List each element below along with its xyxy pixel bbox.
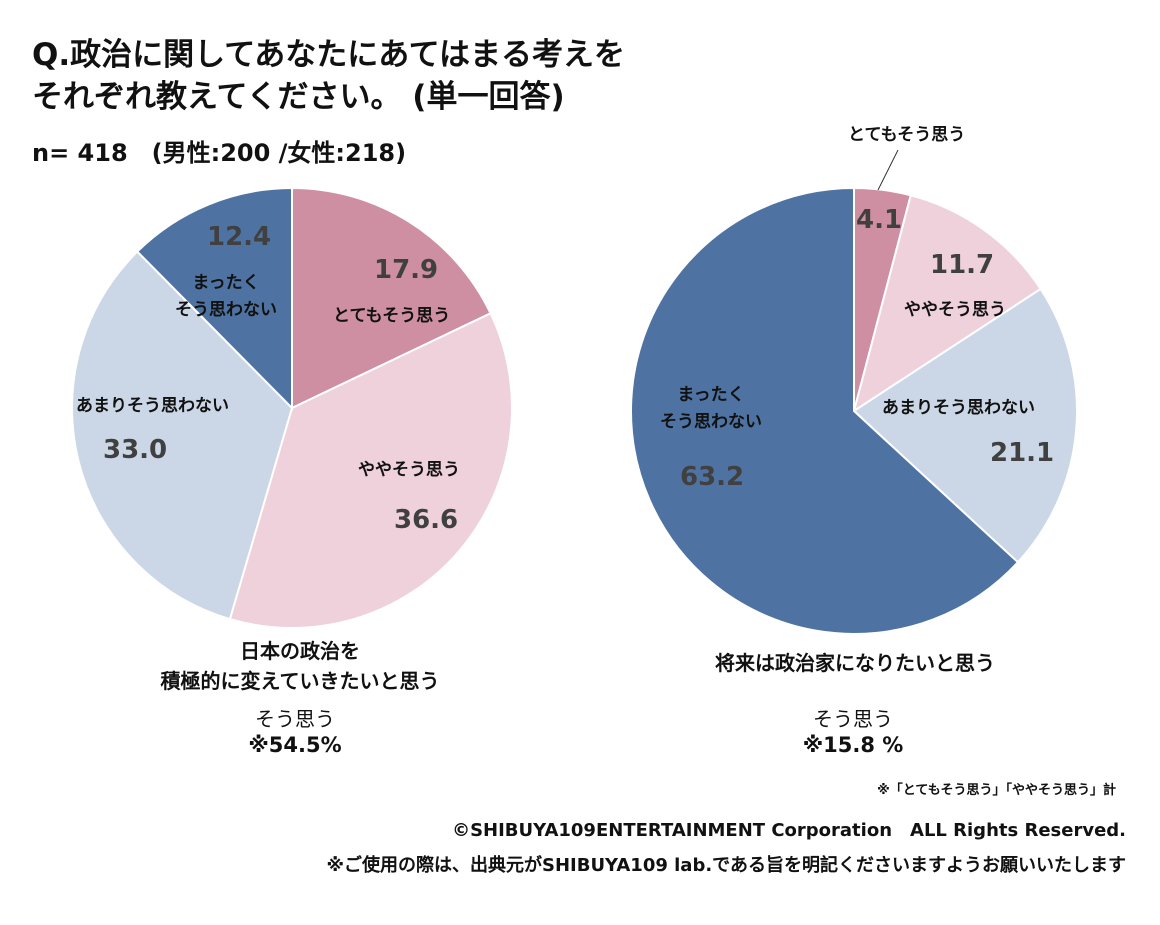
value-label: 21.1 bbox=[990, 438, 1055, 468]
summary-label: そう思う bbox=[813, 707, 893, 731]
slice-label: あまりそう思わない bbox=[76, 396, 229, 416]
value-label: 12.4 bbox=[207, 222, 272, 252]
summary-value: ※54.5% bbox=[248, 733, 342, 757]
slice-label: とてもそう思う bbox=[333, 306, 451, 326]
slice-label: ややそう思う bbox=[904, 300, 1006, 320]
value-label: 63.2 bbox=[680, 462, 745, 492]
slice-not-at-all bbox=[630, 186, 1020, 635]
slice-not-much bbox=[71, 250, 294, 621]
summary-label: そう思う bbox=[255, 707, 335, 731]
slice-not-at-all bbox=[135, 186, 293, 411]
value-label: 11.7 bbox=[930, 250, 995, 280]
copyright: ©SHIBUYA109ENTERTAINMENT Corporation ALL… bbox=[452, 820, 1126, 841]
leader-line bbox=[877, 149, 899, 191]
slice-not-much bbox=[852, 287, 1078, 564]
slice-label: まったく そう思わない bbox=[175, 273, 277, 320]
chart-caption: 将来は政治家になりたいと思う bbox=[715, 651, 995, 675]
value-label: 36.6 bbox=[394, 505, 459, 535]
slice-very bbox=[291, 186, 492, 410]
slice-label: ややそう思う bbox=[358, 460, 460, 480]
slice-label: あまりそう思わない bbox=[882, 398, 1035, 418]
summary-value: ※15.8 % bbox=[802, 733, 904, 757]
slice-label: まったく そう思わない bbox=[660, 385, 762, 432]
value-label: 33.0 bbox=[103, 435, 168, 465]
slice-label: とてもそう思う bbox=[848, 125, 966, 145]
slice-somewhat bbox=[852, 194, 1043, 414]
value-label: 17.9 bbox=[374, 255, 439, 285]
chart-caption: 日本の政治を 積極的に変えていきたいと思う bbox=[160, 639, 440, 693]
sample-size: n= 418 (男性:200 /女性:218) bbox=[32, 139, 407, 167]
footnote: ※「とてもそう思う」「ややそう思う」計 bbox=[877, 783, 1116, 798]
usage-note: ※ご使用の際は、出典元がSHIBUYA109 lab.である旨を明記くださいます… bbox=[326, 855, 1127, 876]
chart-title: Q.政治に関してあなたにあてはまる考えを それぞれ教えてください。 (単一回答) bbox=[32, 37, 626, 115]
value-label: 4.1 bbox=[856, 205, 903, 235]
slice-somewhat bbox=[228, 311, 513, 629]
